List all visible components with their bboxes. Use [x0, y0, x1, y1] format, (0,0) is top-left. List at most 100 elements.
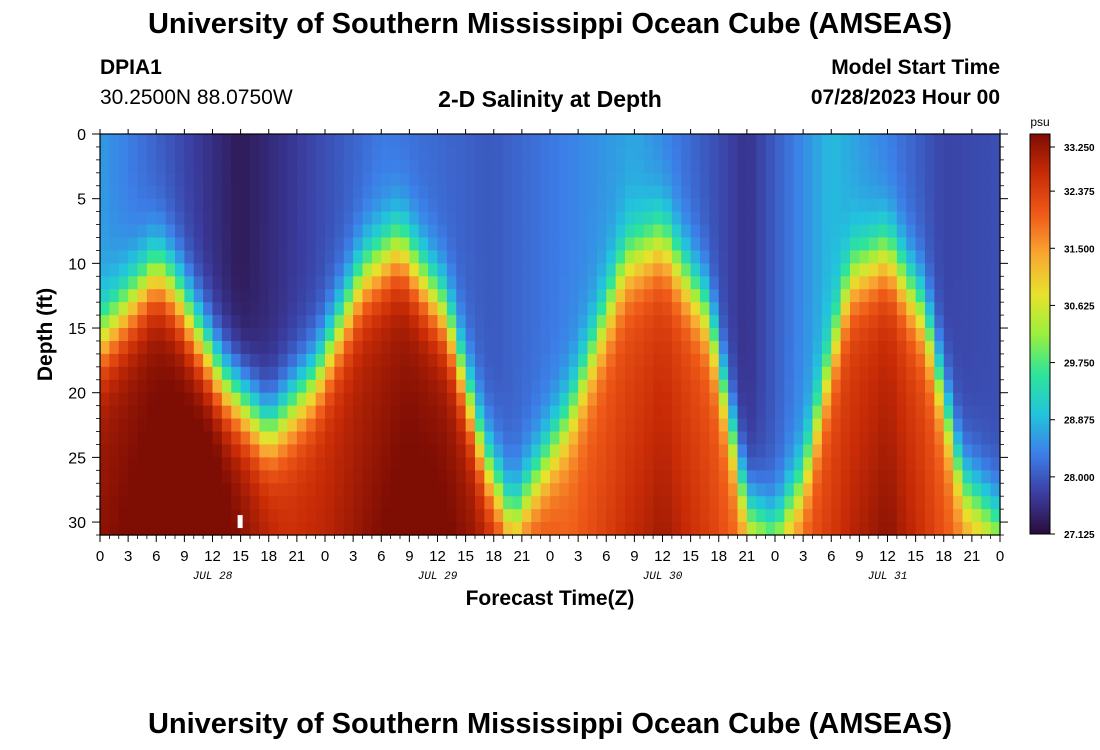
heatmap-cell: [859, 315, 870, 329]
heatmap-cell: [765, 431, 776, 446]
heatmap-cell: [465, 353, 476, 368]
heatmap-cell: [596, 276, 607, 290]
heatmap-cell: [512, 444, 523, 458]
heatmap-cell: [887, 405, 898, 420]
heatmap-cell: [165, 211, 176, 226]
heatmap-cell: [962, 211, 973, 226]
heatmap-cell: [812, 146, 823, 161]
heatmap-cell: [296, 146, 307, 161]
heatmap-cell: [896, 185, 907, 200]
heatmap-cell: [437, 211, 448, 226]
heatmap-cell: [540, 431, 551, 446]
heatmap-cell: [540, 172, 551, 187]
heatmap-cell: [793, 457, 804, 471]
heatmap-cell: [268, 444, 279, 458]
heatmap-cell: [343, 185, 354, 200]
heatmap-cell: [850, 509, 860, 523]
heatmap-cell: [512, 159, 523, 174]
heatmap-cell: [990, 237, 1001, 252]
heatmap-cell: [521, 185, 532, 200]
heatmap-cell: [428, 522, 439, 536]
heatmap-cell: [550, 509, 560, 523]
heatmap-cell: [137, 470, 148, 484]
heatmap-cell: [700, 198, 710, 213]
heatmap-cell: [840, 276, 851, 290]
heatmap-cell: [596, 366, 607, 381]
heatmap-cell: [156, 250, 167, 264]
heatmap-cell: [109, 353, 120, 368]
heatmap-cell: [990, 522, 1001, 536]
heatmap-cell: [428, 457, 439, 471]
heatmap-cell: [203, 276, 214, 290]
heatmap-cell: [981, 185, 992, 200]
x-tick-label: 3: [574, 548, 582, 565]
heatmap-cell: [606, 289, 617, 303]
heatmap-cell: [165, 483, 176, 497]
heatmap-cell: [718, 470, 729, 484]
heatmap-cell: [653, 496, 664, 510]
heatmap-cell: [643, 211, 654, 226]
heatmap-cell: [493, 366, 504, 381]
heatmap-cell: [728, 379, 739, 394]
heatmap-cell: [887, 134, 898, 148]
heatmap-cell: [934, 302, 945, 316]
heatmap-cell: [437, 353, 448, 368]
heatmap-cell: [578, 302, 589, 316]
heatmap-cell: [146, 328, 157, 342]
heatmap-cell: [718, 263, 729, 277]
heatmap-cell: [306, 146, 317, 161]
heatmap-cell: [962, 392, 973, 407]
heatmap-cell: [343, 328, 354, 342]
heatmap-cell: [259, 522, 270, 536]
heatmap-cell: [109, 444, 120, 458]
heatmap-cell: [943, 379, 954, 394]
heatmap-cell: [709, 134, 720, 148]
heatmap-cell: [137, 315, 148, 329]
heatmap-cell: [240, 483, 251, 497]
heatmap-cell: [231, 431, 242, 446]
heatmap-cell: [250, 509, 260, 523]
heatmap-cell: [625, 353, 635, 368]
heatmap-cell: [456, 340, 467, 355]
heatmap-cell: [765, 328, 776, 342]
heatmap-cell: [503, 237, 514, 252]
heatmap-cell: [503, 134, 514, 148]
heatmap-cell: [831, 134, 842, 148]
heatmap-cell: [700, 457, 710, 471]
heatmap-cell: [109, 146, 120, 161]
heatmap-cell: [128, 211, 139, 226]
heatmap-cell: [746, 509, 757, 523]
heatmap-cell: [962, 302, 973, 316]
heatmap-cell: [175, 522, 185, 536]
heatmap-cell: [671, 392, 682, 407]
heatmap-cell: [203, 328, 214, 342]
heatmap-cell: [353, 340, 364, 355]
heatmap-cell: [390, 418, 401, 433]
heatmap-cell: [306, 211, 317, 226]
heatmap-cell: [578, 509, 589, 523]
heatmap-cell: [775, 483, 785, 497]
heatmap-cell: [259, 159, 270, 174]
heatmap-cell: [896, 340, 907, 355]
heatmap-cell: [962, 431, 973, 446]
heatmap-cell: [578, 444, 589, 458]
heatmap-cell: [475, 289, 485, 303]
heatmap-cell: [296, 302, 307, 316]
heatmap-cell: [690, 250, 701, 264]
heatmap-cell: [465, 444, 476, 458]
heatmap-cell: [990, 134, 1001, 148]
heatmap-cell: [353, 289, 364, 303]
heatmap-cell: [559, 496, 570, 510]
heatmap-cell: [671, 237, 682, 252]
heatmap-cell: [812, 340, 823, 355]
heatmap-cell: [606, 444, 617, 458]
heatmap-cell: [296, 431, 307, 446]
heatmap-cell: [381, 250, 392, 264]
heatmap-cell: [193, 172, 204, 187]
heatmap-cell: [137, 353, 148, 368]
heatmap-cell: [756, 392, 767, 407]
heatmap-cell: [625, 211, 635, 226]
heatmap-cell: [343, 340, 354, 355]
heatmap-cell: [934, 263, 945, 277]
heatmap-cell: [118, 366, 129, 381]
